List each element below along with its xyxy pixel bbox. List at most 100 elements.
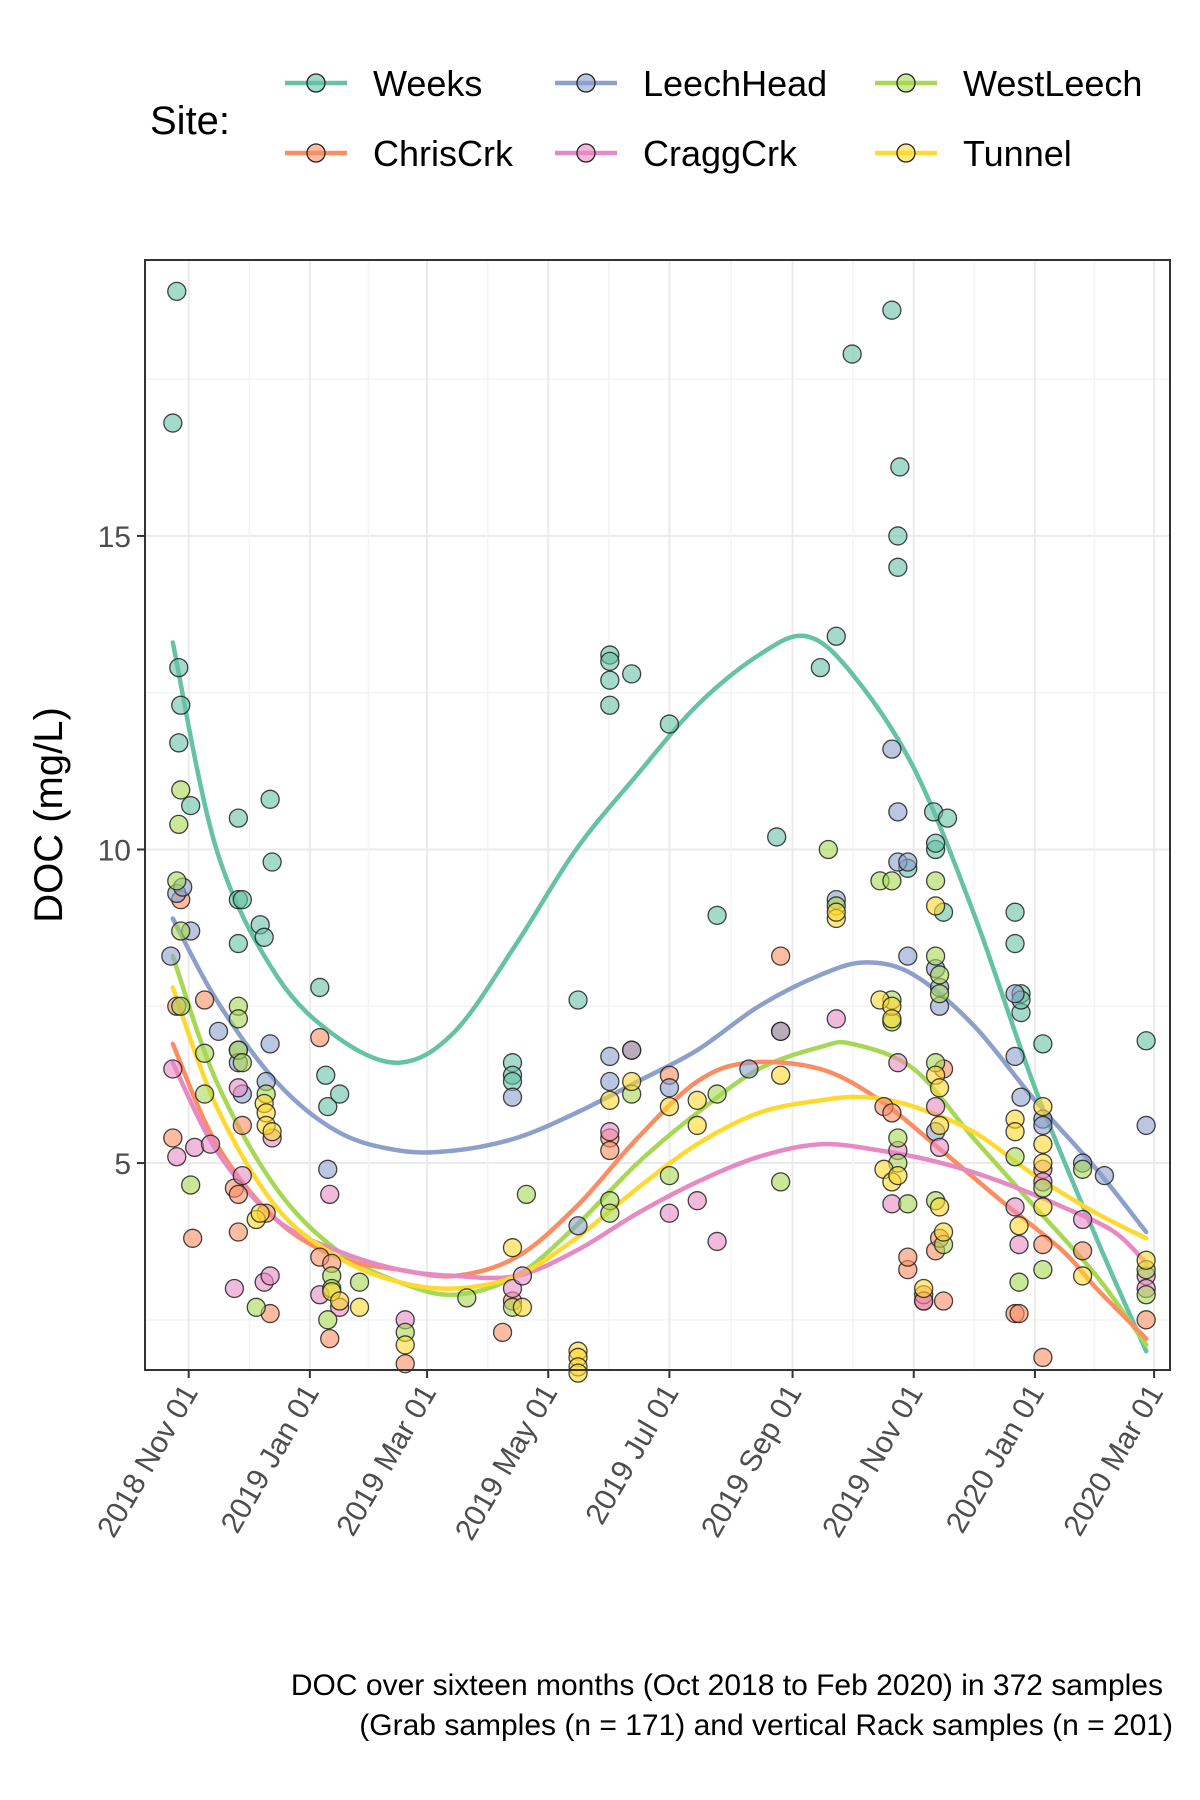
data-point-westleech <box>171 921 191 941</box>
data-point-weeks <box>181 795 201 816</box>
data-point-tunnel <box>687 1090 707 1110</box>
data-point-leechhead <box>888 802 908 822</box>
data-point-westleech <box>457 1288 477 1308</box>
data-point-tunnel <box>502 1238 523 1258</box>
data-point-leechhead <box>739 1059 759 1079</box>
data-point-tunnel <box>1072 1266 1093 1286</box>
data-point-tunnel <box>929 1078 950 1098</box>
data-point-westleech <box>888 1128 908 1148</box>
data-point-craggcrk <box>320 1184 340 1205</box>
data-point-chriscrk <box>1072 1241 1093 1261</box>
data-point-westleech <box>882 871 902 891</box>
data-point-weeks <box>842 344 862 364</box>
data-point-leechhead <box>771 1021 791 1042</box>
legend-key-point <box>306 73 326 93</box>
data-point-westleech <box>1005 1147 1025 1167</box>
data-point-leechhead <box>1033 1115 1053 1136</box>
data-point-weeks <box>262 852 282 872</box>
data-point-chriscrk <box>933 1291 954 1311</box>
data-point-weeks <box>888 526 908 546</box>
data-point-tunnel <box>1009 1216 1029 1236</box>
legend-key-point <box>576 73 596 93</box>
data-point-westleech <box>771 1172 791 1192</box>
y-axis: 5 10 15 <box>98 521 145 1181</box>
data-point-weeks <box>568 990 588 1010</box>
data-point-westleech <box>194 1084 215 1104</box>
data-point-craggcrk <box>200 1134 221 1154</box>
data-point-leechhead <box>659 1078 680 1098</box>
data-point-westleech <box>1072 1159 1093 1179</box>
data-point-leechhead <box>502 1087 523 1107</box>
legend-label: LeechHead <box>643 63 827 104</box>
legend-key-point <box>306 143 326 163</box>
data-point-westleech <box>167 871 187 891</box>
data-point-leechhead <box>1005 984 1025 1004</box>
data-point-chriscrk <box>771 946 791 966</box>
data-point-leechhead <box>161 946 181 966</box>
data-point-chriscrk <box>882 1103 902 1123</box>
y-tick-label: 10 <box>98 834 131 867</box>
data-point-weeks <box>310 977 330 998</box>
trend-line-tunnel <box>170 985 1149 1291</box>
data-point-craggcrk <box>687 1191 707 1211</box>
data-point-craggcrk <box>185 1137 205 1158</box>
legend-key-point <box>896 73 916 93</box>
data-point-weeks <box>600 670 620 690</box>
data-point-leechhead <box>208 1021 229 1042</box>
data-point-chriscrk <box>898 1247 918 1267</box>
trend-line-weeks <box>170 633 1149 1354</box>
data-point-craggcrk <box>1072 1209 1093 1230</box>
data-point-craggcrk <box>1009 1234 1029 1255</box>
data-point-tunnel <box>1033 1134 1053 1154</box>
data-point-chriscrk <box>194 990 215 1010</box>
legend-item-weeks: Weeks <box>285 63 482 104</box>
data-point-westleech <box>246 1297 266 1317</box>
data-point-westleech <box>659 1165 680 1186</box>
data-point-tunnel <box>622 1071 642 1092</box>
data-point-weeks <box>318 1096 338 1117</box>
data-point-weeks <box>171 695 191 715</box>
data-point-tunnel <box>262 1122 282 1142</box>
data-point-craggcrk <box>163 1059 183 1079</box>
data-point-tunnel <box>395 1335 415 1355</box>
data-point-weeks <box>1005 933 1025 954</box>
data-point-chriscrk <box>1136 1310 1156 1330</box>
data-point-tunnel <box>925 896 946 916</box>
data-point-weeks <box>767 827 787 847</box>
data-point-weeks <box>228 808 249 828</box>
data-point-craggcrk <box>232 1165 252 1186</box>
data-point-craggcrk <box>502 1278 523 1299</box>
data-point-westleech <box>925 946 946 966</box>
data-point-tunnel <box>687 1115 707 1136</box>
data-point-tunnel <box>568 1363 588 1383</box>
data-point-leechhead <box>882 739 902 759</box>
data-point-craggcrk <box>512 1266 533 1286</box>
data-point-westleech <box>232 1053 252 1073</box>
data-point-tunnel <box>1033 1197 1053 1217</box>
data-point-tunnel <box>250 1203 270 1223</box>
data-point-weeks <box>232 890 252 910</box>
data-point-leechhead <box>898 852 918 872</box>
data-point-westleech <box>1136 1285 1156 1305</box>
grid-lines <box>145 260 1170 1370</box>
data-point-westleech <box>228 1009 249 1029</box>
data-point-tunnel <box>1005 1122 1025 1142</box>
data-point-weeks <box>826 626 846 646</box>
data-point-leechhead <box>1011 1087 1031 1107</box>
data-point-chriscrk <box>228 1222 249 1242</box>
legend-item-craggcrk: CraggCrk <box>555 133 798 174</box>
data-point-westleech <box>1033 1260 1053 1280</box>
data-point-craggcrk <box>659 1203 680 1223</box>
legend-item-tunnel: Tunnel <box>875 133 1072 174</box>
data-point-tunnel <box>888 1165 908 1186</box>
data-point-chriscrk <box>320 1328 340 1349</box>
trend-line-westleech <box>170 953 1149 1348</box>
data-point-leechhead <box>600 1071 620 1092</box>
data-point-weeks <box>600 695 620 715</box>
data-point-leechhead <box>600 1046 620 1067</box>
plot-panel <box>145 260 1170 1370</box>
data-point-weeks <box>163 413 183 433</box>
data-point-craggcrk <box>167 1147 187 1167</box>
data-point-tunnel <box>882 1009 902 1029</box>
